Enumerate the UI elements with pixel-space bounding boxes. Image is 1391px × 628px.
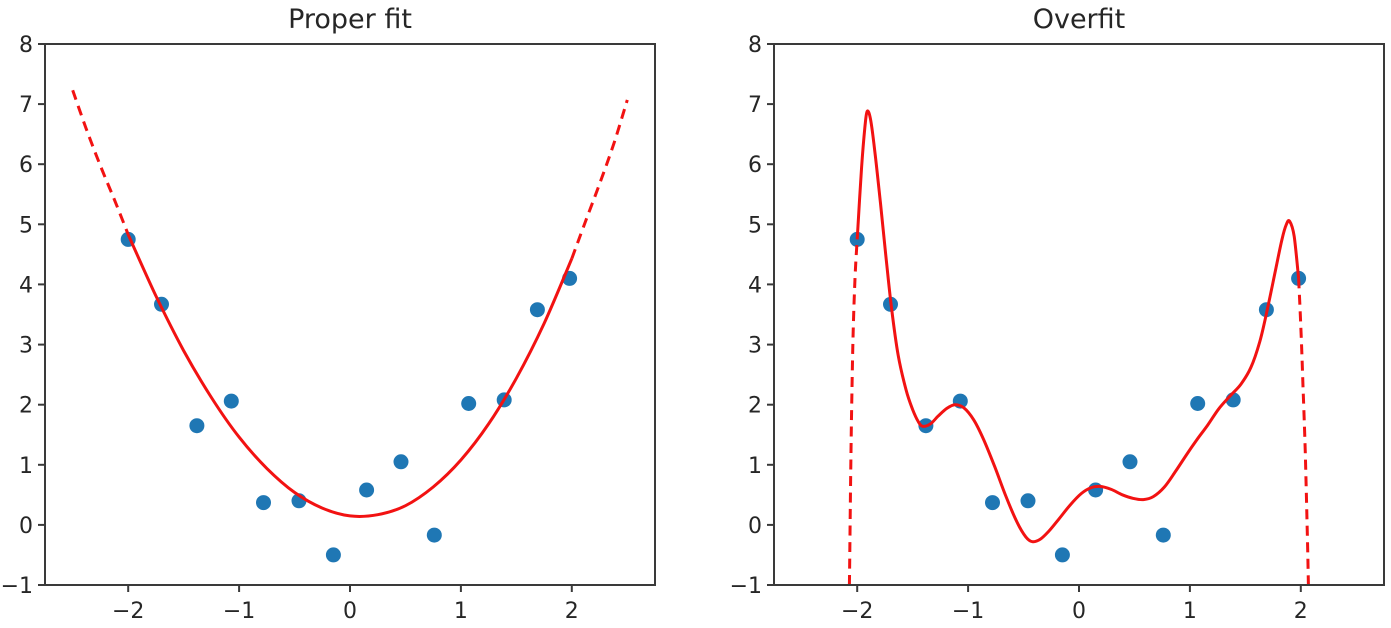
scatter-point (1088, 482, 1104, 498)
scatter-point (426, 527, 442, 543)
x-tick-label: −1 (223, 599, 255, 624)
scatter-point (1122, 454, 1138, 470)
y-tick-label: −1 (1, 574, 33, 599)
scatter-point (359, 482, 375, 498)
tick-group: −2 −1 0 1 2 −1 0 1 2 3 4 5 6 7 8 (730, 33, 1308, 624)
y-tick-label: 5 (19, 213, 33, 238)
y-tick-label: 1 (19, 454, 33, 479)
fit-curve-segment-dashed (71, 89, 130, 236)
axes-overfit: −2 −1 0 1 2 −1 0 1 2 3 4 5 6 7 8 (730, 33, 1385, 624)
y-tick-label: 4 (19, 273, 33, 298)
fit-curve (847, 109, 1310, 585)
y-tick-label: 0 (19, 514, 33, 539)
fit-curve-segment-solid (855, 109, 1301, 544)
fit-curve-segment-dashed (847, 239, 859, 585)
scatter-point (256, 495, 271, 511)
x-tick-label: 0 (343, 599, 357, 624)
y-tick-label: 4 (748, 273, 762, 298)
x-tick-label: 2 (565, 599, 579, 624)
y-tick-label: 8 (748, 33, 762, 58)
scatter-point (189, 418, 205, 434)
axes-proper-fit: −2 −1 0 1 2 −1 0 1 2 3 4 5 6 7 8 (1, 33, 656, 624)
scatter-point (1155, 527, 1171, 543)
y-tick-label: 8 (19, 33, 33, 58)
y-tick-label: 0 (748, 514, 762, 539)
x-tick-label: −1 (952, 599, 984, 624)
y-tick-label: 6 (748, 153, 762, 178)
y-tick-label: −1 (730, 574, 762, 599)
y-tick-label: 2 (748, 394, 762, 419)
axes-frame (44, 43, 656, 586)
x-tick-label: 1 (454, 599, 468, 624)
scatter-point (393, 454, 409, 470)
fit-curve-segment-dashed (570, 99, 629, 260)
y-tick-label: 1 (748, 454, 762, 479)
y-tick-label: 7 (19, 93, 33, 118)
fit-curve-segment-solid (126, 233, 574, 518)
fit-curve-segment-dashed (1297, 278, 1310, 585)
scatter-point (223, 393, 239, 409)
x-tick-label: 1 (1183, 599, 1197, 624)
scatter-point (461, 396, 477, 411)
x-tick-label: −2 (112, 599, 144, 624)
x-tick-label: 2 (1294, 599, 1308, 624)
y-tick-label: 3 (19, 334, 33, 359)
chart-title-overfit: Overfit (1032, 4, 1126, 35)
scatter-series (120, 231, 578, 563)
y-tick-label: 5 (748, 213, 762, 238)
y-tick-label: 6 (19, 153, 33, 178)
y-tick-label: 7 (748, 93, 762, 118)
scatter-point (325, 547, 341, 563)
x-tick-label: 0 (1072, 599, 1086, 624)
x-tick-label: −2 (841, 599, 873, 624)
scatter-point (529, 302, 545, 318)
scatter-point (1054, 547, 1070, 563)
scatter-point (1190, 396, 1206, 411)
chart-title-proper-fit: Proper fit (288, 4, 412, 35)
tick-group: −2 −1 0 1 2 −1 0 1 2 3 4 5 6 7 8 (1, 33, 579, 624)
scatter-point (1020, 493, 1036, 509)
axes-frame (773, 43, 1385, 586)
scatter-series (849, 231, 1307, 563)
scatter-point (985, 495, 1000, 511)
fit-curve (71, 89, 629, 518)
y-tick-label: 2 (19, 394, 33, 419)
y-tick-label: 3 (748, 334, 762, 359)
